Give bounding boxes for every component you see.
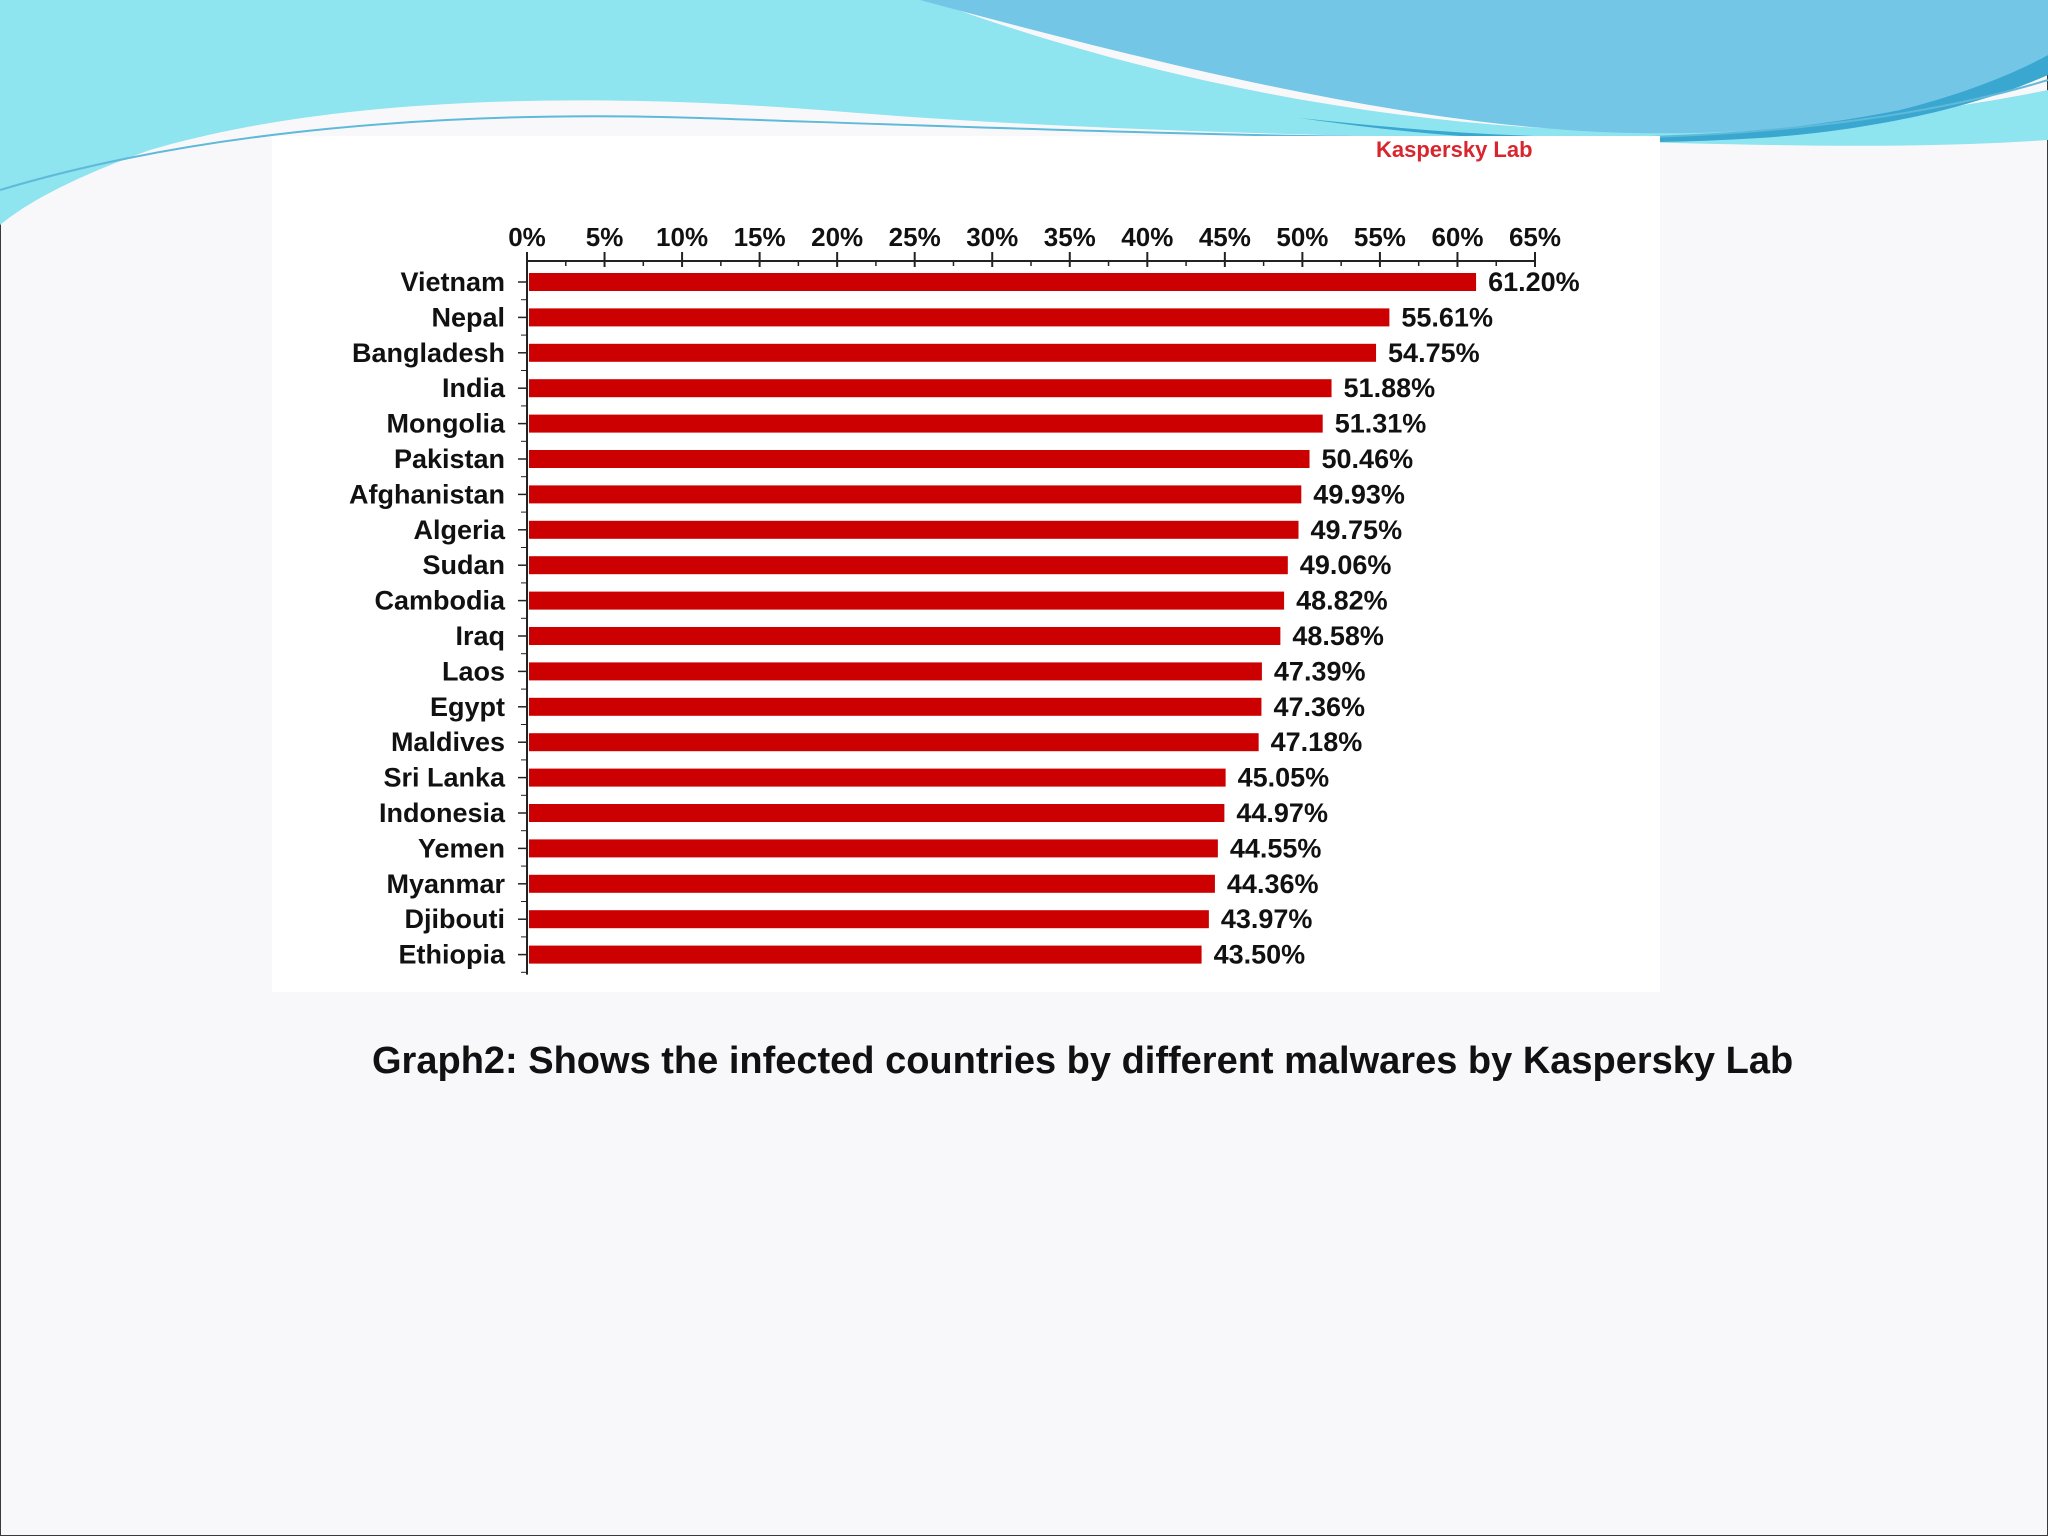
category-label: India <box>442 373 506 403</box>
x-tick-label: 20% <box>811 222 863 252</box>
x-tick-label: 40% <box>1121 222 1173 252</box>
value-label: 49.06% <box>1300 550 1392 580</box>
brand-label: Kaspersky Lab <box>1376 137 1533 162</box>
category-label: Maldives <box>391 727 505 757</box>
bar <box>529 520 1299 539</box>
x-tick-label: 10% <box>656 222 708 252</box>
value-label: 61.20% <box>1488 267 1580 297</box>
bar <box>529 839 1218 858</box>
bar <box>529 733 1259 752</box>
value-label: 48.58% <box>1292 621 1384 651</box>
value-label: 51.88% <box>1344 373 1436 403</box>
bar <box>529 273 1477 291</box>
x-tick-label: 35% <box>1044 222 1096 252</box>
wave-line <box>0 79 2048 191</box>
category-label: Pakistan <box>394 444 505 474</box>
wave-light <box>0 0 2048 225</box>
value-label: 55.61% <box>1401 302 1493 332</box>
graph-caption: Graph2: Shows the infected countries by … <box>372 1040 1794 1082</box>
value-label: 44.97% <box>1236 798 1328 828</box>
x-tick-label: 55% <box>1354 222 1406 252</box>
value-label: 49.93% <box>1313 479 1405 509</box>
x-tick-label: 45% <box>1199 222 1251 252</box>
x-tick-label: 25% <box>889 222 941 252</box>
category-label: Bangladesh <box>352 338 505 368</box>
value-label: 44.55% <box>1230 833 1322 863</box>
category-label: Djibouti <box>405 904 505 934</box>
bar <box>529 874 1215 893</box>
value-label: 43.97% <box>1221 904 1313 934</box>
category-label: Iraq <box>455 621 505 651</box>
bar <box>529 343 1377 362</box>
x-tick-label: 60% <box>1431 222 1483 252</box>
value-label: 51.31% <box>1335 409 1427 439</box>
category-label: Algeria <box>413 515 506 545</box>
bar <box>529 556 1288 575</box>
x-tick-label: 65% <box>1509 222 1561 252</box>
category-label: Myanmar <box>386 869 505 899</box>
category-label: Ethiopia <box>399 940 506 970</box>
category-label: Egypt <box>430 692 505 722</box>
value-label: 44.36% <box>1227 869 1319 899</box>
x-tick-label: 50% <box>1276 222 1328 252</box>
bar <box>529 910 1209 929</box>
bar <box>529 414 1323 433</box>
header-wave-decoration <box>0 0 2048 225</box>
value-label: 47.18% <box>1271 727 1363 757</box>
category-label: Afghanistan <box>349 479 505 509</box>
bar-chart: 0% 5% 10% 15% 20% 25% 30% 35% 40% 45% 50% 55% 60% 65%… <box>349 222 1580 975</box>
bar <box>529 945 1202 964</box>
value-label: 45.05% <box>1238 763 1330 793</box>
bar <box>529 768 1226 787</box>
value-label: 47.39% <box>1274 656 1366 686</box>
bar <box>529 591 1285 610</box>
x-tick-label: 5% <box>586 222 624 252</box>
value-label: 48.82% <box>1296 586 1388 616</box>
x-tick-label: 30% <box>966 222 1018 252</box>
value-label: 54.75% <box>1388 338 1480 368</box>
category-label: Sri Lanka <box>383 763 506 793</box>
bar <box>529 697 1262 716</box>
category-label: Nepal <box>431 302 505 332</box>
category-label: Yemen <box>418 833 505 863</box>
x-tick-label: 0% <box>508 222 546 252</box>
x-tick-label: 15% <box>734 222 786 252</box>
bar <box>529 627 1281 645</box>
category-label: Sudan <box>422 550 505 580</box>
bar <box>529 308 1390 327</box>
bar <box>529 379 1332 398</box>
wave-mid <box>920 0 2048 134</box>
bar <box>529 485 1302 504</box>
category-label: Laos <box>442 656 505 686</box>
x-axis: 0% 5% 10% 15% 20% 25% 30% 35% 40% 45% 50% 55% 60% 65% <box>508 222 1561 975</box>
category-label: Vietnam <box>400 267 505 297</box>
bars: Vietnam 61.20% Nepal 55.61% Bangladesh 54.75%… <box>349 267 1580 970</box>
value-label: 47.36% <box>1273 692 1365 722</box>
bar <box>529 662 1262 681</box>
value-label: 50.46% <box>1322 444 1414 474</box>
value-label: 43.50% <box>1214 940 1306 970</box>
category-label: Mongolia <box>387 409 506 439</box>
bar <box>529 450 1310 468</box>
bar <box>529 804 1225 822</box>
category-label: Indonesia <box>379 798 506 828</box>
value-label: 49.75% <box>1311 515 1403 545</box>
category-label: Cambodia <box>374 586 506 616</box>
